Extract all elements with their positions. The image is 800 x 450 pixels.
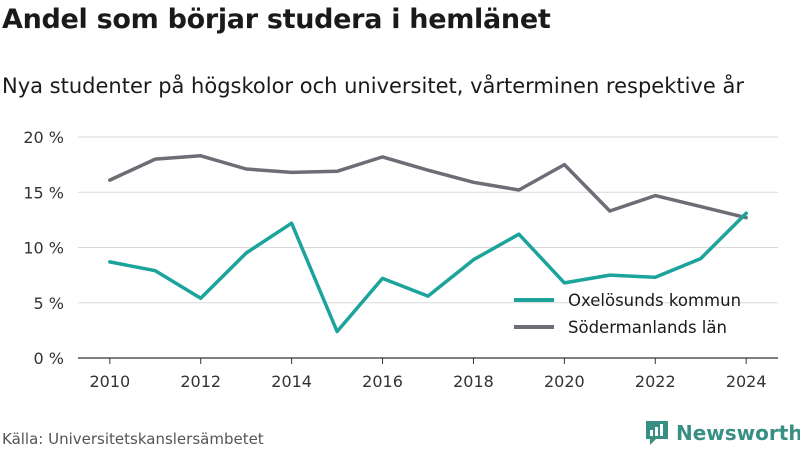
x-tick-label: 2014: [271, 372, 312, 391]
brand-logo: Newsworthy: [644, 419, 800, 447]
x-tick-label: 2020: [544, 372, 585, 391]
chart-title: Andel som börjar studera i hemlänet: [2, 4, 551, 35]
x-tick-label: 2018: [453, 372, 494, 391]
y-tick-label: 5 %: [34, 294, 64, 313]
legend-label: Oxelösunds kommun: [568, 291, 741, 310]
y-tick-label: 10 %: [23, 239, 64, 258]
x-tick-label: 2016: [362, 372, 403, 391]
y-tick-label: 0 %: [34, 349, 64, 368]
y-tick-label: 20 %: [23, 128, 64, 147]
legend: Oxelösunds kommun Södermanlands län: [514, 291, 741, 337]
x-tick-label: 2010: [89, 372, 130, 391]
x-tick-label: 2024: [726, 372, 767, 391]
chart-subtitle: Nya studenter på högskolor och universit…: [2, 74, 744, 98]
y-tick-label: 15 %: [23, 183, 64, 202]
series-line-0: [108, 211, 748, 334]
series-line-1: [108, 154, 748, 220]
grid-lines: [78, 136, 778, 359]
x-tick-label: 2022: [635, 372, 676, 391]
x-tick-label: 2012: [180, 372, 221, 391]
y-axis: 0 % 5 % 10 % 15 % 20 %: [23, 128, 64, 368]
x-axis: 2010 2012 2014 2016 2018 2020 2022 2024: [89, 358, 767, 391]
brand-name: Newsworthy: [676, 421, 800, 445]
newsworthy-logo-icon: [646, 421, 668, 445]
source-note: Källa: Universitetskanslersämbetet: [2, 430, 264, 448]
legend-label: Södermanlands län: [568, 318, 727, 337]
series-lines: [108, 154, 748, 334]
